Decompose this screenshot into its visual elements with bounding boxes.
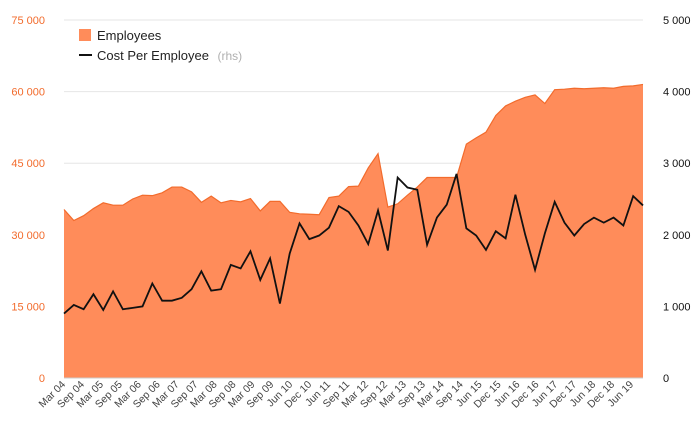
legend-label-cost: Cost Per Employee (rhs) bbox=[97, 47, 242, 64]
right-axis: 0 1 000 2 000 3 000 4 000 5 000 bbox=[663, 15, 691, 385]
legend-label-employees: Employees bbox=[97, 28, 162, 43]
legend: Employees Cost Per Employee (rhs) bbox=[79, 28, 242, 64]
legend-cost-text: Cost Per Employee bbox=[97, 48, 209, 63]
right-tick-label: 0 bbox=[663, 373, 669, 385]
right-tick-label: 3 000 bbox=[663, 158, 691, 170]
left-tick-label: 75 000 bbox=[11, 15, 45, 27]
left-tick-label: 0 bbox=[39, 373, 45, 385]
right-tick-label: 4 000 bbox=[663, 87, 691, 99]
left-tick-label: 30 000 bbox=[11, 230, 45, 242]
left-tick-label: 60 000 bbox=[11, 87, 45, 99]
area-layer bbox=[63, 83, 644, 378]
right-tick-label: 5 000 bbox=[663, 15, 691, 27]
employees-area-edge bbox=[63, 83, 644, 222]
cost-per-employee-line bbox=[63, 173, 644, 315]
line-layer bbox=[63, 173, 644, 315]
left-tick-label: 45 000 bbox=[11, 158, 45, 170]
employees-area bbox=[64, 84, 643, 378]
legend-swatch-employees bbox=[79, 29, 91, 41]
legend-cost-note: (rhs) bbox=[217, 49, 242, 63]
right-tick-label: 1 000 bbox=[663, 301, 691, 313]
left-axis: 0 15 000 30 000 45 000 60 000 75 000 bbox=[11, 15, 45, 385]
right-tick-label: 2 000 bbox=[663, 230, 691, 242]
left-tick-label: 15 000 bbox=[11, 301, 45, 313]
